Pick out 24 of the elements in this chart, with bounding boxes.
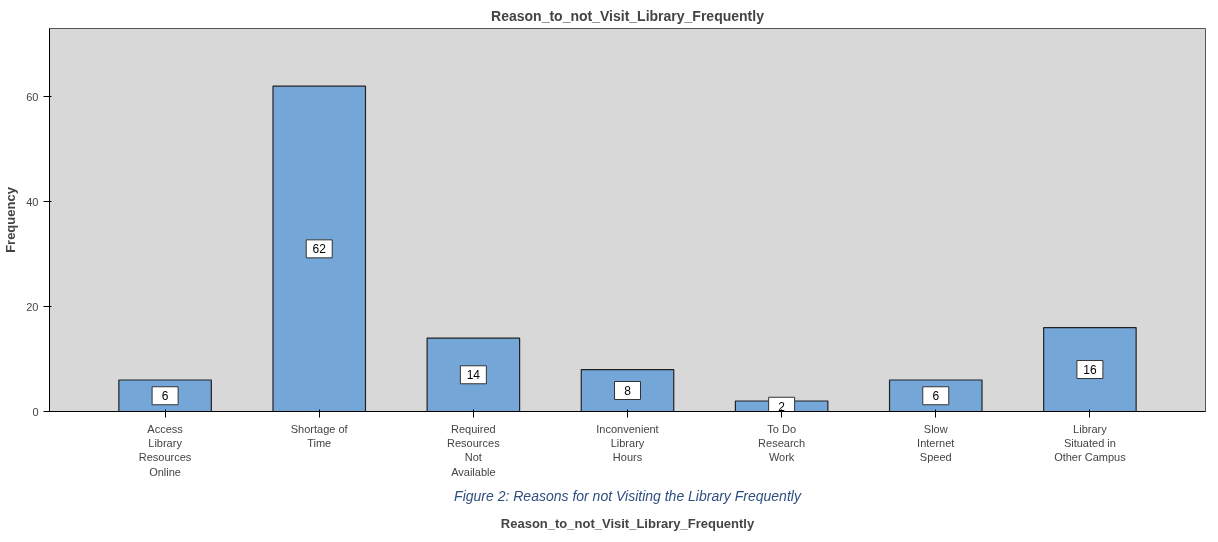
- data-label: 8: [624, 384, 632, 399]
- x-tick-label: Required Resources Not Available: [447, 422, 501, 478]
- x-tick-label: To Do Research Work: [758, 422, 806, 464]
- data-label: 62: [312, 242, 327, 257]
- data-label: 6: [161, 389, 169, 404]
- x-tick-label: Access Library Resources Online: [138, 422, 192, 478]
- y-tick-label: 0: [32, 405, 39, 418]
- x-tick-label: Inconvenient Library Hours: [596, 422, 659, 464]
- data-label: 14: [466, 368, 481, 383]
- bar: [272, 85, 367, 412]
- x-tick-label: Shortage of Time: [290, 422, 349, 449]
- bar: [426, 337, 521, 412]
- y-tick-label: 20: [26, 300, 39, 313]
- y-tick-label: 40: [26, 195, 39, 208]
- bar: [1043, 326, 1137, 412]
- chart-title: Reason_to_not_Visit_Library_Frequently: [491, 7, 765, 24]
- data-label: 6: [932, 389, 940, 404]
- data-label: 16: [1083, 363, 1097, 378]
- y-axis-title: Frequency: [3, 186, 19, 253]
- caption: Figure 2: Reasons for not Visiting the Library Frequently: [454, 487, 802, 504]
- y-tick-label: 60: [26, 90, 39, 103]
- x-tick-label: Library Situated in Other Campus: [1054, 422, 1127, 464]
- x-axis-title: Reason_to_not_Visit_Library_Frequently: [500, 515, 755, 531]
- x-tick-label: Slow Internet Speed: [917, 422, 955, 464]
